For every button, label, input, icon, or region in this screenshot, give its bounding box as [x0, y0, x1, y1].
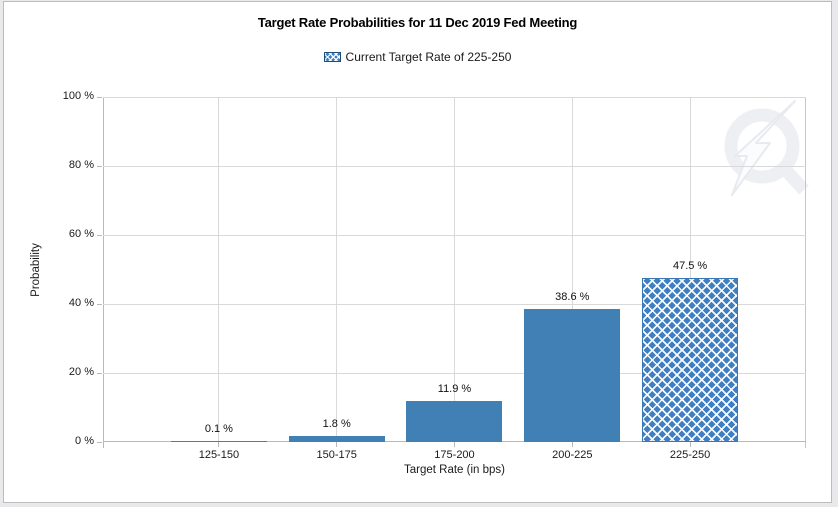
x-tick-label-175-200: 175-200 — [434, 449, 475, 461]
y-axis-title-wrap: Probability — [28, 97, 44, 442]
x-tick-225-250 — [689, 442, 691, 447]
chart-title: Target Rate Probabilities for 11 Dec 201… — [257, 15, 578, 30]
legend-label[interactable]: Current Target Rate of 225-250 — [345, 50, 512, 64]
y-tick-100 — [97, 97, 102, 98]
bar-125-150[interactable] — [170, 440, 267, 442]
bar-value-label-175-200: 11.9 % — [437, 382, 472, 395]
x-tick-label-125-150: 125-150 — [198, 449, 240, 461]
quikstrike-watermark-logo — [724, 100, 809, 196]
category-column-200-225: 200-225 38.6 % — [513, 97, 631, 461]
x-tick-label-150-175: 150-175 — [316, 449, 357, 461]
x-tick-label-200-225: 200-225 — [552, 449, 593, 461]
bar-value-label-200-225: 38.6 % — [555, 290, 590, 303]
x-tick-150-175 — [336, 442, 338, 447]
legend-swatch-crosshatch-icon[interactable] — [323, 52, 341, 62]
y-tick-20 — [97, 373, 102, 374]
gridline-x-125-150 — [218, 97, 220, 441]
gridline-x-150-175 — [336, 97, 338, 441]
y-tick-label-0: 0 % — [75, 435, 94, 447]
plot-area: 0 % 20 % 40 % 60 % 80 % 100 % 125-150 0.1 % 150-… — [63, 90, 809, 461]
x-axis-title: Target Rate (in bps) — [404, 464, 505, 476]
bar-175-200[interactable] — [406, 400, 503, 442]
x-tick-125-150 — [218, 442, 220, 447]
category-column-150-175: 150-175 1.8 % — [278, 97, 396, 461]
y-tick-label-60: 60 % — [68, 228, 94, 240]
y-tick-label-20: 20 % — [68, 366, 94, 378]
y-tick-60 — [97, 235, 102, 236]
gridline-x-175-200 — [453, 97, 455, 441]
y-tick-label-100: 100 % — [62, 90, 94, 102]
bar-value-label-225-250: 47.5 % — [672, 260, 708, 273]
bar-150-175[interactable] — [288, 435, 385, 442]
bar-highlighted-225-250[interactable] — [642, 278, 739, 442]
gridline-x-225-250 — [689, 97, 691, 441]
y-axis-title: Probability — [30, 242, 43, 297]
gridline-x-200-225 — [571, 97, 573, 441]
x-tick-label-225-250: 225-250 — [669, 449, 711, 461]
y-tick-label-40: 40 % — [68, 297, 94, 309]
bar-value-label-150-175: 1.8 % — [322, 417, 351, 430]
x-tick-200-225 — [571, 442, 573, 447]
plot-right-border — [805, 97, 806, 448]
category-column-225-250: 225-250 47.5 % — [631, 97, 749, 461]
y-tick-80 — [97, 166, 102, 167]
bar-value-label-125-150: 0.1 % — [204, 422, 233, 435]
y-axis-line — [103, 97, 104, 448]
y-tick-0 — [97, 442, 102, 443]
y-tick-40 — [97, 304, 102, 305]
legend: Current Target Rate of 225-250 — [4, 50, 831, 64]
category-column-175-200: 175-200 11.9 % — [396, 97, 514, 461]
chart-panel: Target Rate Probabilities for 11 Dec 201… — [3, 1, 832, 503]
bar-200-225[interactable] — [524, 308, 621, 442]
category-column-125-150: 125-150 0.1 % — [160, 97, 278, 461]
y-tick-label-80: 80 % — [68, 159, 94, 171]
x-tick-175-200 — [453, 442, 455, 447]
